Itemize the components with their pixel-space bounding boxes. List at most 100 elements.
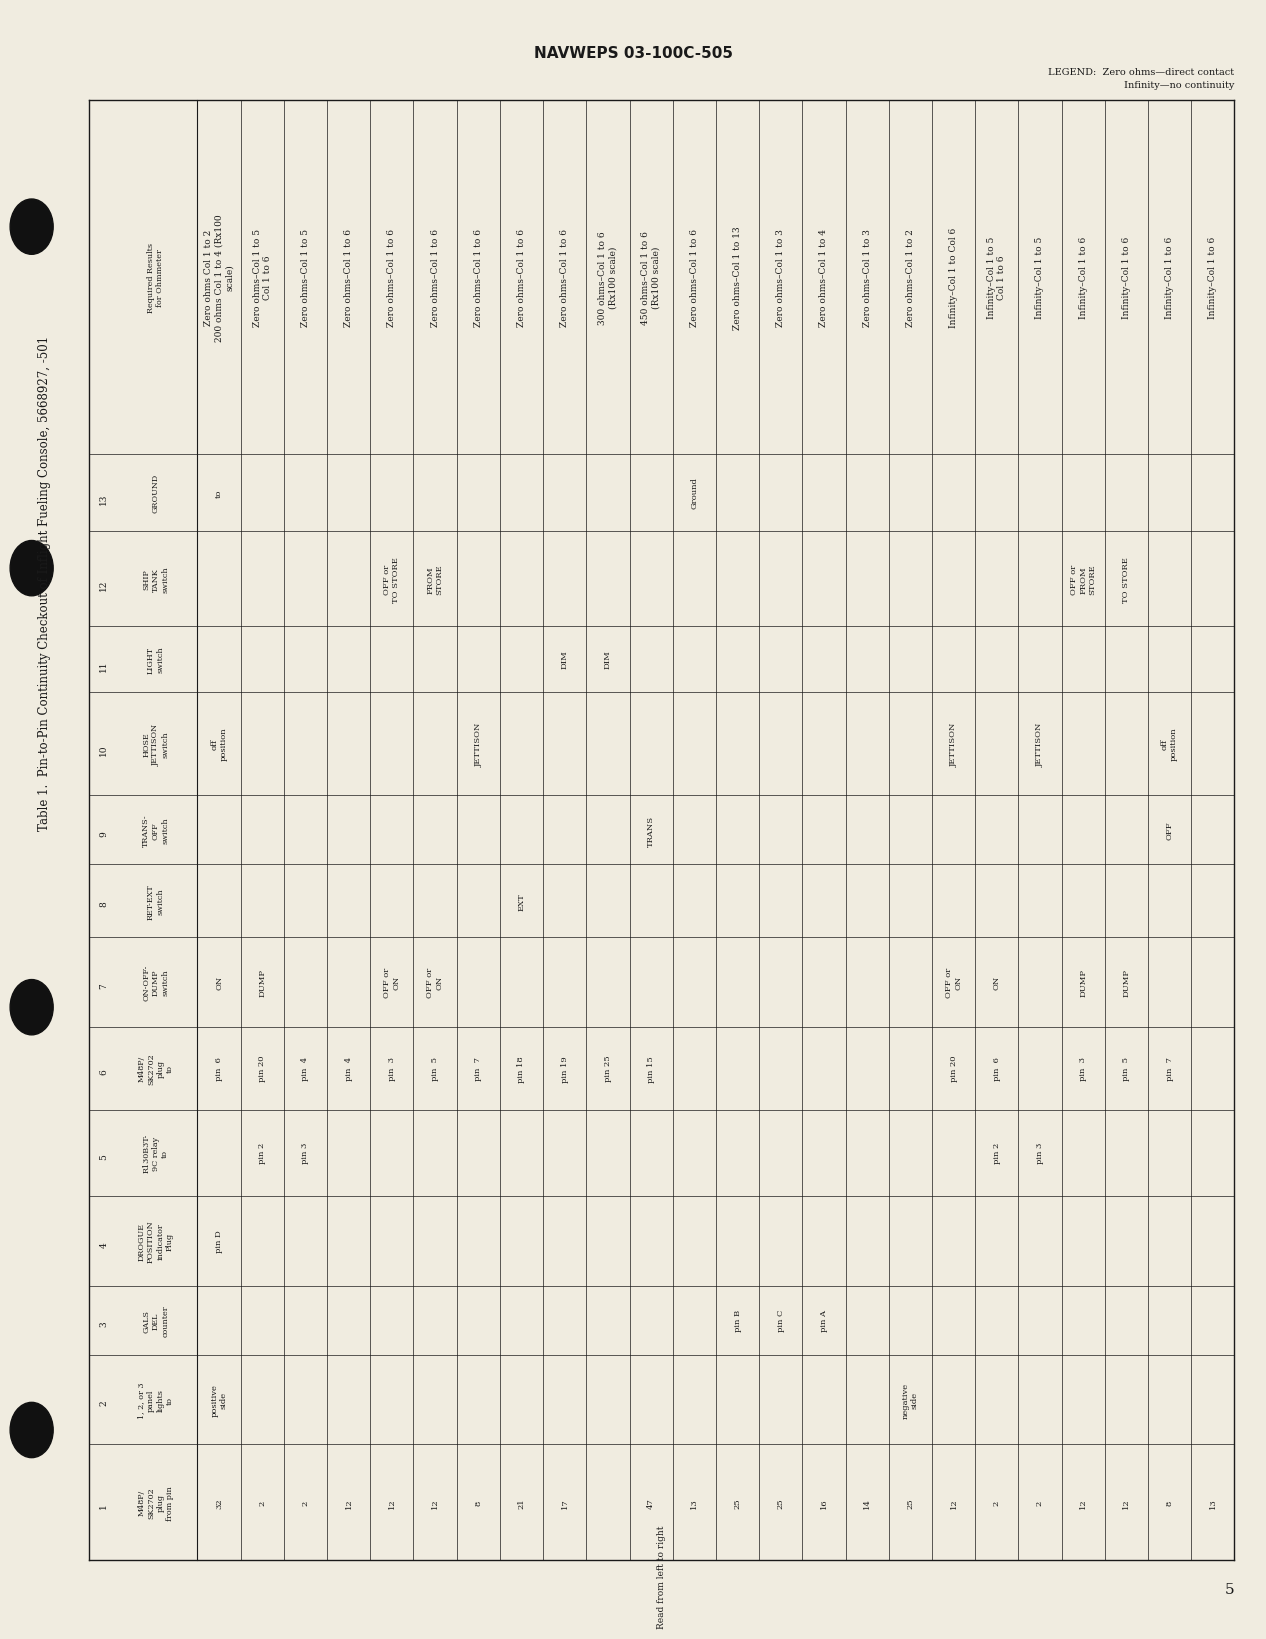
Text: JETTISON: JETTISON [475, 723, 482, 767]
Text: 2: 2 [99, 1400, 109, 1405]
Text: 12: 12 [344, 1496, 353, 1508]
Text: 13: 13 [99, 493, 109, 505]
Text: pin  5: pin 5 [1123, 1057, 1131, 1080]
Text: 12: 12 [99, 580, 109, 590]
Text: Zero ohms–Col 1 to 3: Zero ohms–Col 1 to 3 [776, 229, 785, 326]
Text: Required Results
for Ohmmeter: Required Results for Ohmmeter [147, 243, 165, 313]
Text: 32: 32 [215, 1496, 223, 1508]
Text: NAVWEPS 03-100C-505: NAVWEPS 03-100C-505 [533, 46, 733, 61]
Text: 17: 17 [561, 1496, 568, 1508]
Text: Zero ohms–Col 1 to 3: Zero ohms–Col 1 to 3 [862, 229, 871, 326]
Text: Zero ohms–Col 1 to 13: Zero ohms–Col 1 to 13 [733, 226, 742, 329]
Text: TRANS-
OFF
switch: TRANS- OFF switch [142, 815, 170, 847]
Text: GROUND: GROUND [152, 474, 160, 513]
Text: RET-EXT
switch: RET-EXT switch [147, 883, 165, 919]
Text: pin 15: pin 15 [647, 1056, 655, 1082]
Text: Zero ohms–Col 1 to 6: Zero ohms–Col 1 to 6 [690, 228, 699, 326]
Circle shape [10, 1403, 53, 1457]
Text: LIGHT
switch: LIGHT switch [147, 646, 165, 674]
Text: pin 19: pin 19 [561, 1056, 568, 1082]
Text: 13: 13 [1209, 1496, 1217, 1508]
Circle shape [10, 980, 53, 1036]
Text: Zero ohms–Col 1 to 6: Zero ohms–Col 1 to 6 [344, 228, 353, 326]
Text: 450 ohms–Col 1 to 6
(Rx100 scale): 450 ohms–Col 1 to 6 (Rx100 scale) [642, 231, 661, 325]
Text: JETTISON: JETTISON [1036, 723, 1044, 767]
Text: 12: 12 [950, 1496, 957, 1508]
Text: pin  3: pin 3 [1079, 1057, 1087, 1080]
Circle shape [10, 200, 53, 256]
Text: 47: 47 [647, 1496, 655, 1508]
Text: 3: 3 [99, 1321, 109, 1326]
Text: Zero ohms Col 1 to 2
200 ohms Col 1 to 4 (Rx100
scale): Zero ohms Col 1 to 2 200 ohms Col 1 to 4… [204, 213, 234, 341]
Text: DROGUE
POSITION
indicator
Plug: DROGUE POSITION indicator Plug [138, 1219, 173, 1262]
Text: ON-OFF-
DUMP
switch: ON-OFF- DUMP switch [142, 964, 170, 1000]
Text: 1: 1 [99, 1503, 109, 1508]
Text: to: to [215, 488, 223, 497]
Text: DUMP: DUMP [258, 969, 266, 997]
Text: Zero ohms–Col 1 to 4: Zero ohms–Col 1 to 4 [819, 228, 828, 326]
Text: 2: 2 [301, 1500, 309, 1505]
Text: Infinity–Col 1 to 6: Infinity–Col 1 to 6 [1208, 236, 1217, 318]
Text: pin 3: pin 3 [1036, 1142, 1044, 1164]
Text: Infinity–Col 1 to 6: Infinity–Col 1 to 6 [1165, 236, 1174, 318]
Circle shape [10, 541, 53, 597]
Text: Zero ohms–Col 1 to 5: Zero ohms–Col 1 to 5 [301, 228, 310, 326]
Text: Infinity–Col 1 to 5
Col 1 to 6: Infinity–Col 1 to 5 Col 1 to 6 [987, 236, 1006, 318]
Text: 4: 4 [99, 1241, 109, 1247]
Text: 8: 8 [475, 1500, 482, 1505]
Text: OFF or
ON: OFF or ON [944, 967, 962, 998]
Text: OFF or
ON: OFF or ON [384, 967, 400, 998]
Text: 12: 12 [1079, 1496, 1087, 1508]
Text: ON: ON [215, 975, 223, 990]
Text: M48P/
SK2702
plug
to: M48P/ SK2702 plug to [138, 1052, 173, 1085]
Text: Ground: Ground [690, 477, 699, 510]
Text: off
position: off position [1161, 728, 1179, 760]
Text: HOSE
JETTISON
switch: HOSE JETTISON switch [142, 723, 170, 765]
Text: Infinity–Col 1 to 6: Infinity–Col 1 to 6 [1122, 236, 1131, 318]
Text: Read from left to right: Read from left to right [657, 1524, 666, 1628]
Text: pin 2: pin 2 [993, 1142, 1000, 1164]
Text: 8: 8 [1166, 1500, 1174, 1505]
Text: Infinity—no continuity: Infinity—no continuity [1124, 82, 1234, 90]
Text: pin  6: pin 6 [215, 1057, 223, 1080]
Text: Zero ohms–Col 1 to 6: Zero ohms–Col 1 to 6 [560, 228, 570, 326]
Text: 300 ohms–Col 1 to 6
(Rx100 scale): 300 ohms–Col 1 to 6 (Rx100 scale) [599, 231, 618, 325]
Text: 25: 25 [777, 1496, 785, 1508]
Text: pin  3: pin 3 [387, 1057, 396, 1080]
Text: FROM
STORE: FROM STORE [427, 564, 443, 595]
Text: Zero ohms–Col 1 to 5
Col 1 to 6: Zero ohms–Col 1 to 5 Col 1 to 6 [253, 228, 272, 326]
Text: 16: 16 [820, 1496, 828, 1508]
Text: LEGEND:  Zero ohms—direct contact: LEGEND: Zero ohms—direct contact [1048, 69, 1234, 77]
Text: 10: 10 [99, 744, 109, 756]
Text: Zero ohms–Col 1 to 6: Zero ohms–Col 1 to 6 [517, 228, 525, 326]
Text: 25: 25 [733, 1496, 742, 1508]
Text: SHIP
TANK
switch: SHIP TANK switch [142, 565, 170, 593]
Text: 25: 25 [906, 1496, 914, 1508]
Text: off
position: off position [210, 728, 228, 760]
Text: 9: 9 [99, 831, 109, 836]
Text: 13: 13 [690, 1496, 699, 1508]
Text: TO STORE: TO STORE [1123, 557, 1131, 603]
Text: pin 25: pin 25 [604, 1056, 611, 1082]
Text: negative
side: negative side [901, 1382, 919, 1418]
Text: 12: 12 [1123, 1496, 1131, 1508]
Text: 1, 2, or 3
panel
lights
to: 1, 2, or 3 panel lights to [138, 1382, 173, 1418]
Text: 12: 12 [387, 1496, 396, 1508]
Text: pin 20: pin 20 [258, 1056, 266, 1082]
Text: OFF: OFF [1166, 821, 1174, 839]
Text: pin 20: pin 20 [950, 1056, 957, 1082]
Text: Zero ohms–Col 1 to 6: Zero ohms–Col 1 to 6 [387, 228, 396, 326]
Text: 21: 21 [518, 1496, 525, 1508]
Text: OFF or
TO STORE: OFF or TO STORE [384, 557, 400, 603]
Text: pin C: pin C [777, 1310, 785, 1331]
Text: pin A: pin A [820, 1310, 828, 1331]
Text: ON: ON [993, 975, 1000, 990]
Text: DIM: DIM [561, 651, 568, 669]
Text: Zero ohms–Col 1 to 2: Zero ohms–Col 1 to 2 [906, 229, 915, 326]
Text: 2: 2 [1036, 1500, 1044, 1505]
Text: pin 2: pin 2 [258, 1142, 266, 1164]
Text: M48P/
SK2702
plug
from pin: M48P/ SK2702 plug from pin [138, 1485, 173, 1519]
Text: pin  4: pin 4 [301, 1057, 309, 1080]
Text: 2: 2 [258, 1500, 266, 1505]
Text: positive
side: positive side [210, 1383, 228, 1416]
